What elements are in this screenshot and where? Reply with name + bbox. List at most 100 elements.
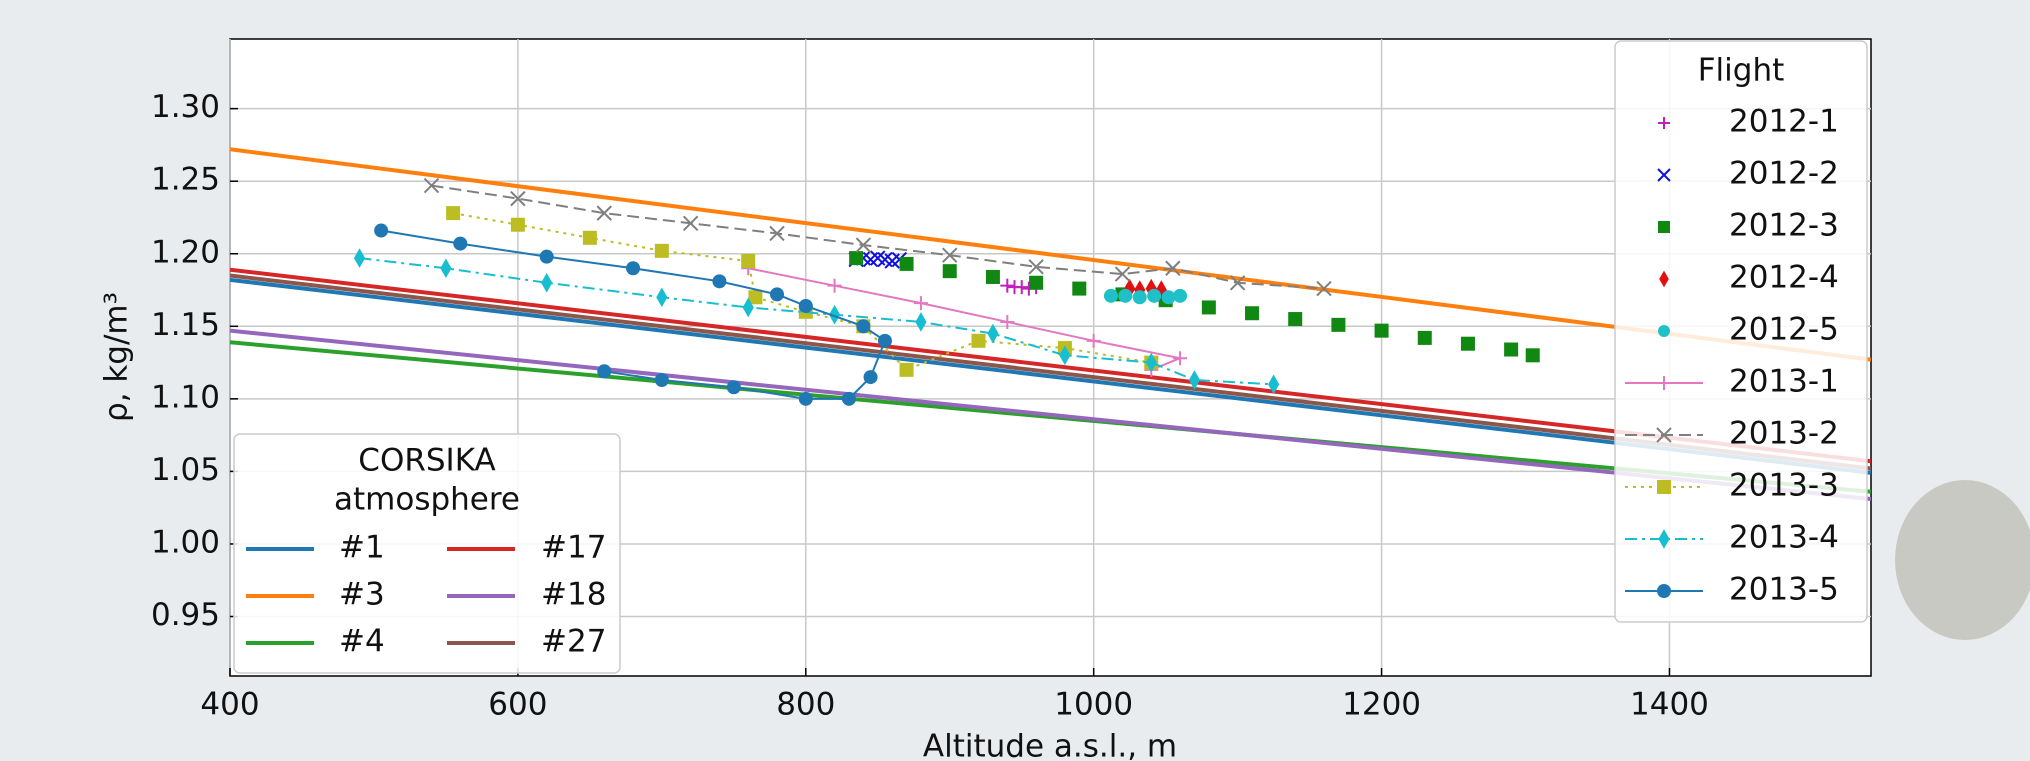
marker: [1028, 259, 1044, 275]
marker: [971, 333, 986, 348]
marker: [1118, 288, 1133, 303]
marker: [541, 272, 553, 293]
marker: [1417, 330, 1432, 345]
x-tick-label: 1200: [1342, 687, 1421, 723]
series-line: [359, 257, 1274, 386]
x-tick-label: 1400: [1630, 687, 1709, 723]
y-axis-label: ρ, kg/m³: [99, 292, 135, 422]
x-tick-label: 400: [200, 687, 259, 723]
marker: [1161, 290, 1176, 305]
marker: [423, 177, 440, 194]
marker: [1316, 280, 1332, 297]
marker: [1659, 270, 1669, 288]
marker: [1374, 323, 1389, 338]
y-tick-label: 1.25: [151, 162, 220, 198]
marker: [510, 190, 526, 207]
marker: [1657, 376, 1671, 390]
marker: [942, 264, 957, 279]
marker: [742, 297, 754, 318]
marker: [849, 251, 864, 266]
marker: [827, 278, 842, 293]
marker: [1658, 117, 1670, 129]
legend-label: #27: [541, 624, 606, 660]
marker: [1657, 480, 1671, 494]
marker: [1014, 280, 1029, 295]
marker: [1000, 314, 1015, 329]
legend-label: 2012-4: [1729, 260, 1839, 296]
marker: [656, 287, 668, 308]
marker: [741, 254, 756, 269]
legend-title: Flight: [1698, 53, 1785, 89]
legend-label: 2012-1: [1729, 104, 1839, 140]
legend-title: CORSIKA: [358, 443, 495, 479]
legend-label: 2013-3: [1729, 468, 1839, 504]
marker: [1188, 370, 1201, 390]
marker: [899, 256, 914, 271]
marker: [828, 304, 841, 325]
y-tick-label: 1.05: [151, 452, 220, 488]
marker: [1029, 275, 1044, 290]
legends: Flight 2012-1 2012-2 2012-3 2012-4 2012-5 2013…: [233, 40, 1868, 674]
x-tick-label: 600: [488, 687, 547, 723]
marker: [1000, 278, 1015, 293]
marker: [446, 206, 461, 221]
marker: [1086, 333, 1101, 348]
model-line: [230, 147, 1871, 362]
legend-label: #17: [541, 530, 606, 566]
series-line: [431, 184, 1325, 290]
marker: [1145, 352, 1157, 373]
marker: [539, 249, 554, 264]
marker: [899, 362, 914, 377]
marker: [985, 269, 1000, 284]
marker: [654, 372, 669, 387]
marker: [1658, 325, 1670, 337]
x-axis-label: Altitude a.s.l., m: [923, 729, 1177, 761]
marker: [1268, 374, 1280, 395]
marker: [1658, 221, 1670, 233]
marker: [1656, 427, 1672, 443]
legend-label: #4: [339, 624, 385, 660]
marker: [1288, 312, 1303, 327]
marker: [1201, 300, 1216, 315]
legend-box: [1614, 40, 1868, 623]
y-tick-label: 1.30: [151, 89, 220, 125]
model-line: [230, 277, 1871, 475]
legend-title: atmosphere: [334, 482, 520, 518]
marker: [453, 236, 468, 251]
marker: [582, 230, 597, 245]
y-tick-label: 1.15: [151, 307, 220, 343]
marker: [841, 391, 856, 406]
marker: [1114, 266, 1131, 282]
marker: [1103, 288, 1118, 303]
marker: [1525, 348, 1540, 363]
legend-label: 2012-3: [1729, 208, 1839, 244]
marker: [1145, 278, 1157, 299]
marker: [769, 225, 785, 242]
model-line: [230, 328, 1871, 501]
marker: [654, 243, 669, 258]
legend-label: 2013-2: [1729, 416, 1839, 452]
marker: [1504, 342, 1519, 357]
marker: [798, 391, 813, 406]
legend-label: 2013-5: [1729, 572, 1839, 608]
marker: [856, 319, 871, 334]
legend-label: 2013-4: [1729, 520, 1839, 556]
marker: [1331, 317, 1346, 332]
legend-label: 2012-2: [1729, 156, 1839, 192]
model-line: [230, 273, 1871, 471]
legend-label: 2013-1: [1729, 364, 1839, 400]
marker: [682, 215, 699, 231]
background-object: [1895, 480, 2030, 640]
marker: [1657, 584, 1671, 598]
marker: [510, 217, 525, 232]
legend-box: [233, 433, 621, 674]
marker: [374, 223, 389, 238]
y-tick-label: 1.20: [151, 234, 220, 270]
marker: [440, 258, 452, 279]
x-tick-label: 800: [776, 687, 835, 723]
marker: [353, 248, 366, 268]
marker: [712, 274, 727, 289]
legend-label: #1: [339, 530, 385, 566]
